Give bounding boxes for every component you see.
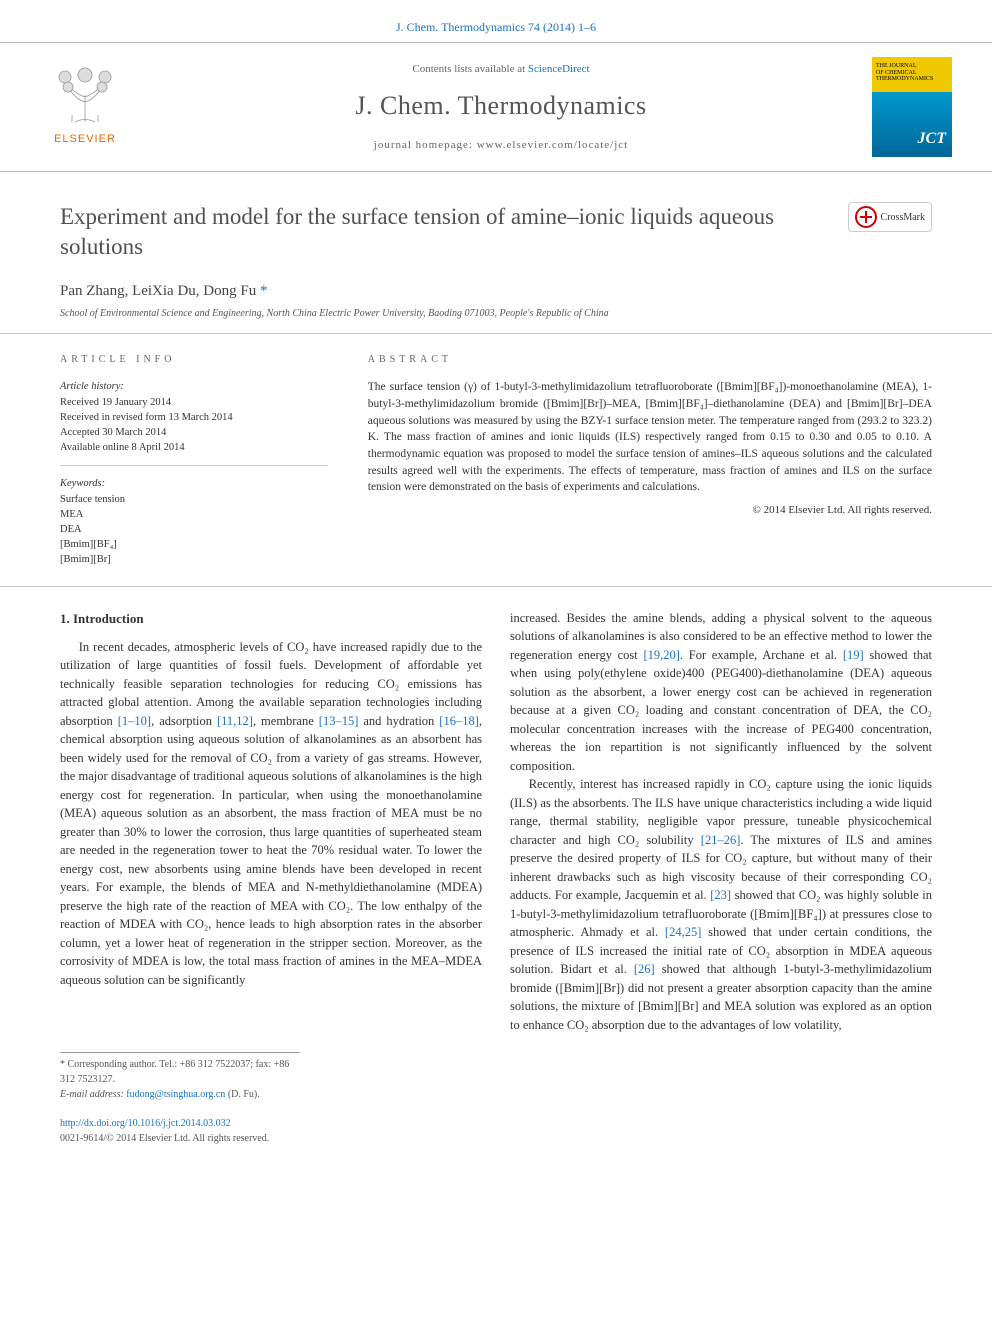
body-para-1: In recent decades, atmospheric levels of…: [60, 638, 482, 990]
crossmark-label: CrossMark: [881, 210, 925, 225]
abstract-text: The surface tension (γ) of 1-butyl-3-met…: [368, 379, 932, 496]
email-line: E-mail address: fudong@tsinghua.org.cn (…: [60, 1087, 300, 1102]
sciencedirect-link[interactable]: ScienceDirect: [528, 63, 590, 75]
article-history: Article history: Received 19 January 201…: [60, 379, 328, 466]
contents-line: Contents lists available at ScienceDirec…: [130, 61, 872, 78]
ref-link[interactable]: [21–26]: [701, 833, 741, 847]
keywords-block: Keywords: Surface tension MEA DEA [Bmim]…: [60, 476, 328, 567]
journal-header: ELSEVIER Contents lists available at Sci…: [0, 42, 992, 172]
citation-link[interactable]: J. Chem. Thermodynamics 74 (2014) 1–6: [396, 20, 596, 34]
corresponding-note: * Corresponding author. Tel.: +86 312 75…: [60, 1057, 300, 1087]
ref-link[interactable]: [23]: [710, 888, 731, 902]
journal-homepage-link[interactable]: www.elsevier.com/locate/jct: [477, 139, 629, 151]
footer: * Corresponding author. Tel.: +86 312 75…: [0, 1034, 992, 1164]
elsevier-tree-icon: [50, 57, 120, 127]
body-text: 1. Introduction In recent decades, atmos…: [0, 587, 992, 1035]
journal-homepage-line: journal homepage: www.elsevier.com/locat…: [130, 137, 872, 154]
ref-link[interactable]: [1–10]: [118, 714, 151, 728]
abstract-label: ABSTRACT: [368, 352, 932, 367]
ref-link[interactable]: [24,25]: [665, 925, 701, 939]
elsevier-label: ELSEVIER: [54, 131, 116, 148]
journal-name: J. Chem. Thermodynamics: [130, 86, 872, 125]
doi-link[interactable]: http://dx.doi.org/10.1016/j.jct.2014.03.…: [60, 1118, 231, 1129]
issn-line: 0021-9614/© 2014 Elsevier Ltd. All right…: [60, 1131, 932, 1146]
article-title: Experiment and model for the surface ten…: [60, 202, 932, 262]
cover-jct: JCT: [918, 127, 946, 151]
top-citation: J. Chem. Thermodynamics 74 (2014) 1–6: [0, 0, 992, 42]
ref-link[interactable]: [19,20]: [643, 648, 679, 662]
ref-link[interactable]: [26]: [634, 962, 655, 976]
crossmark-icon: [855, 206, 877, 228]
email-link[interactable]: fudong@tsinghua.org.cn: [126, 1089, 225, 1100]
elsevier-logo[interactable]: ELSEVIER: [40, 57, 130, 157]
article-info-label: ARTICLE INFO: [60, 352, 328, 367]
body-para-2: increased. Besides the amine blends, add…: [510, 609, 932, 776]
ref-link[interactable]: [16–18]: [439, 714, 479, 728]
crossmark-badge[interactable]: CrossMark: [848, 202, 932, 232]
ref-link[interactable]: [11,12]: [217, 714, 253, 728]
affiliation: School of Environmental Science and Engi…: [0, 304, 992, 333]
abstract-copyright: © 2014 Elsevier Ltd. All rights reserved…: [368, 502, 932, 519]
journal-cover-thumb[interactable]: THE JOURNAL OF CHEMICAL THERMODYNAMICS J…: [872, 57, 952, 157]
corresponding-author-mark[interactable]: *: [260, 283, 268, 299]
ref-link[interactable]: [19]: [843, 648, 864, 662]
section-heading-intro: 1. Introduction: [60, 609, 482, 628]
author-list: Pan Zhang, LeiXia Du, Dong Fu *: [0, 272, 992, 305]
body-para-3: Recently, interest has increased rapidly…: [510, 775, 932, 1034]
ref-link[interactable]: [13–15]: [319, 714, 359, 728]
cover-title: THE JOURNAL OF CHEMICAL THERMODYNAMICS: [876, 63, 933, 83]
